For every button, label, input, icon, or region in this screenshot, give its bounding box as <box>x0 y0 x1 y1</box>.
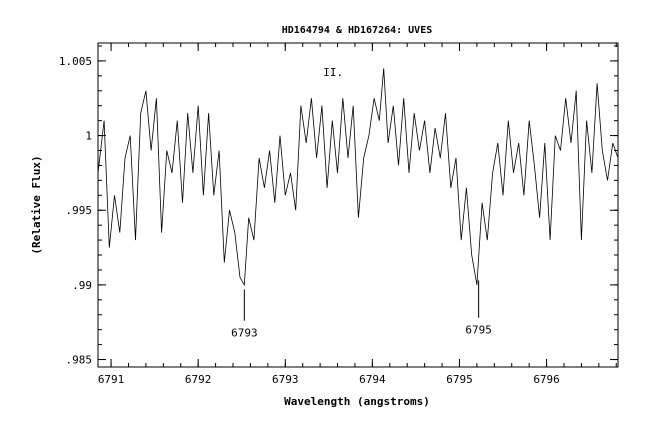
y-tick-label: .99 <box>72 279 92 292</box>
y-axis-label: (Relative Flux) <box>30 155 43 254</box>
y-tick-label: 1.005 <box>59 55 92 68</box>
plot-frame <box>97 42 619 368</box>
x-axis: 6791 6792 6793 6794 6795 6796 <box>98 43 617 386</box>
x-tick-label: 6791 <box>98 373 125 386</box>
spectrum-line <box>97 68 619 287</box>
x-axis-label: Wavelength (angstroms) <box>284 395 430 408</box>
y-axis: .985 .99 .995 1 1.005 <box>59 45 618 367</box>
annotations: II. 6793 6795 <box>231 66 492 340</box>
annotation-label: 6795 <box>465 324 492 337</box>
x-tick-label: 6793 <box>272 373 299 386</box>
line-markers <box>243 280 480 321</box>
chart-title: HD164794 & HD167264: UVES <box>282 25 433 36</box>
y-tick-label: .985 <box>66 354 93 367</box>
x-tick-label: 6796 <box>533 373 560 386</box>
x-tick-label: 6794 <box>359 373 386 386</box>
x-tick-label: 6792 <box>185 373 212 386</box>
annotation-label: 6793 <box>231 327 258 340</box>
annotation-label: II. <box>323 66 343 79</box>
y-tick-label: 1 <box>85 130 92 143</box>
y-tick-label: .995 <box>66 204 93 217</box>
x-tick-label: 6795 <box>446 373 473 386</box>
